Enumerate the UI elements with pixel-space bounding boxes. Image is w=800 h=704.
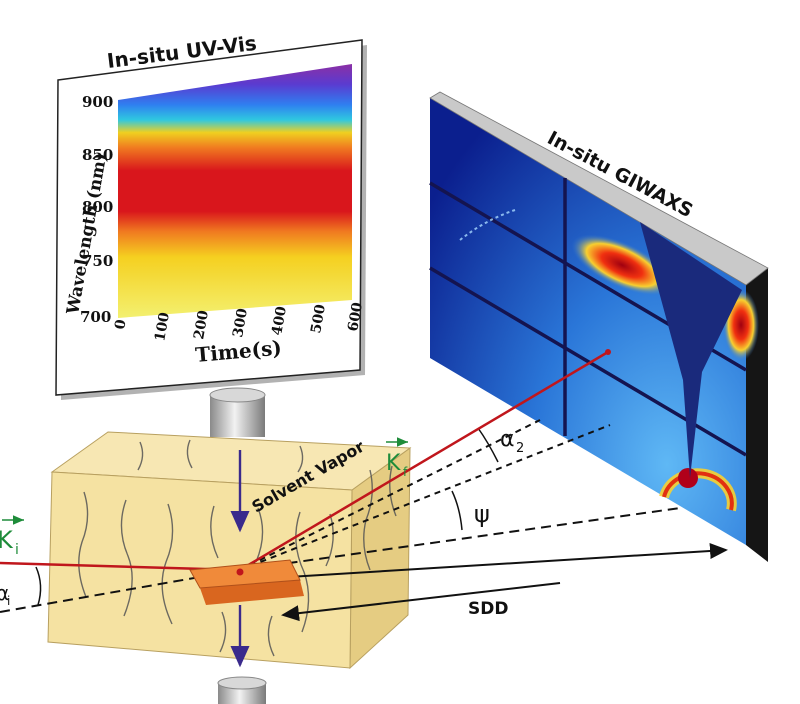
- svg-text:α: α: [500, 427, 515, 452]
- alpha-2-arc: [477, 427, 499, 463]
- svg-text:K: K: [386, 451, 401, 476]
- uvvis-x-tick-400: 400: [269, 305, 290, 337]
- alpha-2-label: α 2: [500, 427, 524, 456]
- svg-text:f: f: [403, 465, 408, 479]
- alpha-i-label: α i: [0, 581, 10, 608]
- detector-horizon-line: [239, 507, 681, 571]
- uvvis-y-tick-900: 900: [82, 93, 113, 111]
- beamstop: [640, 222, 742, 478]
- vapor-lines: [78, 439, 397, 657]
- sdd-label: SDD: [468, 599, 508, 619]
- giwaxs-detector: In-situ GIWAXS: [429, 91, 769, 562]
- svg-text:2: 2: [516, 441, 524, 456]
- uvvis-x-tick-0: 0: [112, 318, 129, 331]
- k-incident-label: K i: [0, 515, 24, 558]
- psi-label: ψ: [474, 500, 490, 528]
- uvvis-x-tick-500: 500: [308, 303, 329, 335]
- alpha-i-arc: [35, 566, 42, 606]
- sample-film: [189, 559, 304, 605]
- svg-text:α: α: [0, 581, 9, 605]
- uvvis-x-tick-100: 100: [152, 311, 173, 343]
- scattering-geometry: [0, 349, 728, 622]
- uvvis-y-tick-700: 700: [80, 308, 111, 326]
- psi-reference-line: [239, 424, 611, 571]
- bottom-cylinder: [217, 676, 267, 704]
- sample-baseline: [0, 569, 241, 613]
- sdd-arrow-to-detector: [239, 543, 728, 581]
- uvvis-y-tick-750: 750: [82, 252, 113, 270]
- svg-text:i: i: [7, 594, 10, 608]
- uvvis-panel: In-situ UV-Vis Wavelength (nm) 900 850 8…: [55, 31, 367, 400]
- exit-reference-line: [239, 419, 541, 571]
- scattered-beam: [239, 350, 609, 572]
- detector-face: [430, 98, 746, 545]
- top-cylinder: [209, 387, 266, 437]
- svg-text:K: K: [0, 526, 14, 554]
- uvvis-x-tick-200: 200: [191, 309, 212, 341]
- uvvis-x-tick-600: 600: [345, 301, 366, 333]
- uvvis-heatmap: [118, 64, 352, 318]
- uvvis-y-tick-800: 800: [82, 198, 113, 216]
- svg-text:i: i: [15, 542, 19, 558]
- solvent-chamber: [47, 431, 412, 670]
- k-final-label: K f: [386, 437, 408, 479]
- sdd-arrow-to-sample: [281, 582, 561, 622]
- psi-arc: [451, 490, 463, 531]
- uvvis-x-tick-300: 300: [230, 307, 251, 339]
- uvvis-y-tick-850: 850: [82, 146, 113, 164]
